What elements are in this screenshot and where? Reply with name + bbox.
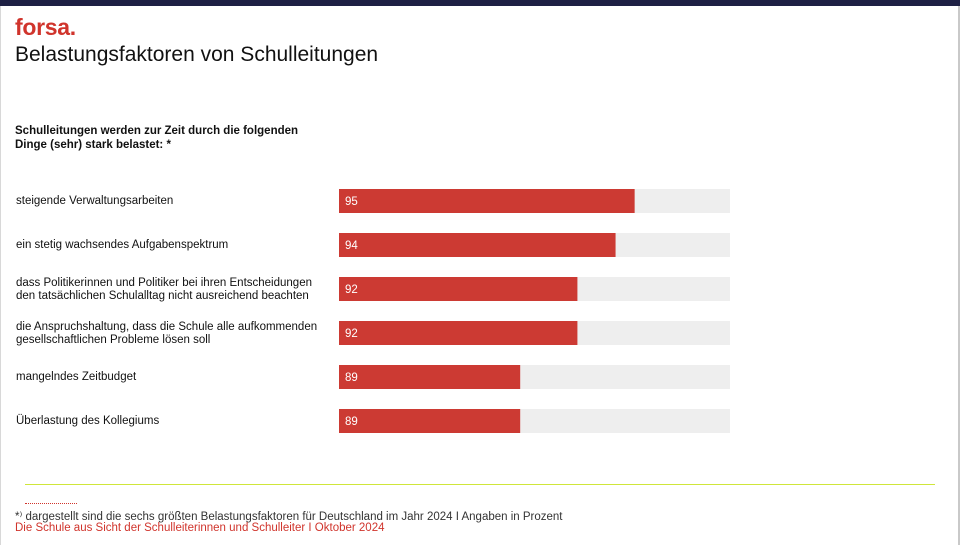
category-label-3-line-0: die Anspruchshaltung, dass die Schule al…: [16, 321, 317, 333]
forsa-logo: forsa.: [15, 14, 76, 40]
top-bar: [0, 0, 960, 6]
source-line: Die Schule aus Sicht der Schulleiterinne…: [15, 522, 385, 534]
bar-value-label-5: 89: [345, 416, 358, 428]
survey-question-line-1: Schulleitungen werden zur Zeit durch die…: [15, 125, 299, 137]
bar-0: [339, 189, 635, 213]
bar-value-label-4: 89: [345, 372, 358, 384]
divider-line: [25, 484, 935, 485]
category-label-0: steigende Verwaltungsarbeiten: [16, 195, 173, 207]
category-label-4: mangelndes Zeitbudget: [16, 371, 137, 383]
right-border: [958, 6, 960, 545]
category-label-5: Überlastung des Kollegiums: [16, 415, 159, 427]
survey-question-line-2: Dinge (sehr) stark belastet: *: [15, 139, 171, 151]
category-label-3-line-1: gesellschaftlichen Probleme lösen soll: [16, 334, 210, 346]
bar-1: [339, 233, 616, 257]
bar-4: [339, 365, 521, 389]
category-label-2-line-1: den tatsächlichen Schulalltag nicht ausr…: [16, 290, 309, 302]
survey-question: Schulleitungen werden zur Zeit durch die…: [15, 124, 315, 152]
category-label-2-line-0: dass Politikerinnen und Politiker bei ih…: [16, 277, 312, 289]
page-title: Belastungsfaktoren von Schulleitungen: [15, 43, 379, 66]
footnote-dotted-rule: [25, 503, 77, 504]
footnote-marker: *⁾: [15, 511, 23, 523]
bar-value-label-3: 92: [345, 328, 358, 340]
bar-5: [339, 409, 521, 433]
footnote-text: dargestellt sind die sechs größten Belas…: [25, 511, 563, 523]
footnote: *⁾ dargestellt sind die sechs größten Be…: [15, 509, 563, 523]
category-label-1: ein stetig wachsendes Aufgabenspektrum: [16, 239, 228, 251]
bar-2: [339, 277, 578, 301]
bar-value-label-1: 94: [345, 240, 358, 252]
bar-value-label-0: 95: [345, 196, 358, 208]
left-border: [0, 6, 1, 545]
bar-value-label-2: 92: [345, 284, 358, 296]
bar-3: [339, 321, 578, 345]
